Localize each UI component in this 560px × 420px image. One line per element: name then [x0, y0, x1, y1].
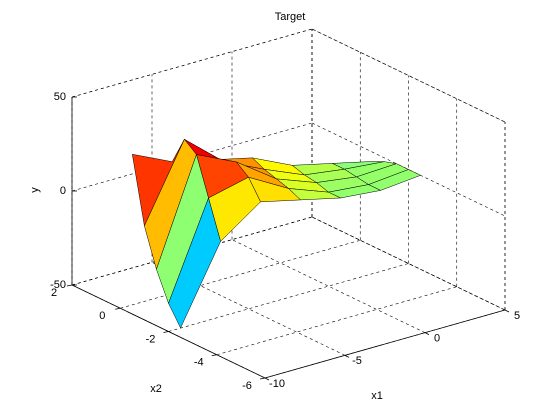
y-tick-label: 0	[99, 310, 105, 322]
y-tick	[66, 284, 73, 287]
surface-patch	[168, 197, 221, 329]
x-tick-label: -5	[352, 355, 362, 367]
z-tick-label: 50	[54, 91, 66, 103]
x-axis	[264, 309, 506, 379]
x-tick	[504, 309, 510, 313]
y-tick-label: -4	[194, 357, 204, 369]
x-tick-label: -10	[269, 378, 285, 390]
y-tick-label: 2	[51, 287, 57, 299]
y-tick	[211, 354, 217, 357]
y-axis-label: x2	[150, 383, 162, 395]
x-tick	[424, 332, 430, 336]
y-tick	[163, 331, 169, 333]
y-tick-label: -6	[242, 380, 252, 392]
x-axis-label: x1	[371, 390, 383, 402]
surface	[132, 138, 422, 329]
z-axis-label: y	[29, 187, 41, 193]
x-tick	[264, 377, 270, 381]
y-tick	[259, 377, 266, 380]
z-tick-label: 0	[60, 185, 66, 197]
y-tick-label: -2	[146, 333, 156, 345]
x-tick-label: 0	[434, 333, 440, 345]
x-tick	[344, 354, 350, 358]
x-tick-label: 5	[514, 310, 520, 322]
y-tick	[115, 307, 121, 310]
chart-title: Target	[275, 11, 306, 23]
z-tick-label: -50	[50, 279, 66, 291]
